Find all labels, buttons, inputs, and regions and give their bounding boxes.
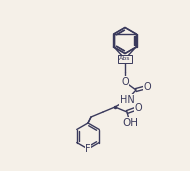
Text: HN: HN <box>120 95 134 105</box>
Text: O: O <box>143 82 151 92</box>
Text: F: F <box>85 144 91 154</box>
Text: O: O <box>121 77 129 87</box>
Text: O: O <box>134 103 142 113</box>
Text: Abs: Abs <box>119 56 131 62</box>
Text: OH: OH <box>122 118 138 128</box>
